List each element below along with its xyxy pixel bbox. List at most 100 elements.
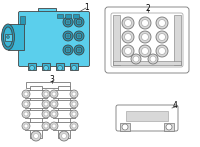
Circle shape: [72, 102, 76, 106]
Circle shape: [52, 124, 56, 128]
Circle shape: [44, 102, 48, 106]
Circle shape: [44, 112, 48, 116]
Text: 4: 4: [173, 101, 177, 111]
Circle shape: [72, 112, 76, 116]
Circle shape: [24, 112, 28, 116]
Bar: [73, 14, 79, 18]
Circle shape: [65, 19, 71, 25]
Bar: [25, 90, 47, 98]
Circle shape: [42, 122, 50, 130]
Circle shape: [31, 131, 41, 141]
Circle shape: [76, 19, 82, 25]
Bar: [25, 100, 47, 108]
Circle shape: [166, 124, 172, 130]
Circle shape: [65, 47, 71, 53]
FancyBboxPatch shape: [105, 7, 189, 73]
Bar: [30, 86, 42, 138]
Circle shape: [34, 133, 38, 138]
Circle shape: [70, 90, 78, 98]
Circle shape: [78, 49, 80, 51]
Bar: [28, 63, 36, 70]
Circle shape: [52, 112, 56, 116]
Bar: [57, 14, 63, 18]
Circle shape: [78, 21, 80, 23]
Circle shape: [78, 35, 80, 37]
Bar: [174, 15, 181, 65]
Circle shape: [62, 133, 66, 138]
Circle shape: [158, 47, 166, 55]
Circle shape: [139, 31, 151, 43]
Bar: [53, 100, 75, 108]
FancyBboxPatch shape: [18, 11, 90, 66]
Circle shape: [131, 54, 141, 64]
Circle shape: [50, 110, 58, 118]
Circle shape: [122, 45, 134, 57]
Circle shape: [50, 90, 58, 98]
Bar: [58, 86, 70, 138]
Circle shape: [63, 45, 73, 55]
Text: 2: 2: [146, 4, 150, 12]
Circle shape: [63, 17, 73, 27]
Circle shape: [74, 31, 84, 41]
Bar: [164, 123, 174, 131]
Bar: [26, 82, 70, 88]
Bar: [4, 34, 12, 41]
Bar: [53, 122, 75, 130]
Circle shape: [142, 20, 148, 26]
Circle shape: [133, 56, 139, 62]
FancyBboxPatch shape: [111, 13, 183, 67]
Circle shape: [72, 66, 76, 71]
Circle shape: [148, 54, 158, 64]
Bar: [38, 8, 56, 13]
Circle shape: [139, 45, 151, 57]
Circle shape: [42, 110, 50, 118]
Circle shape: [150, 56, 156, 62]
Circle shape: [70, 122, 78, 130]
Bar: [53, 90, 75, 98]
Circle shape: [22, 90, 30, 98]
Circle shape: [67, 49, 69, 51]
Bar: [53, 110, 75, 118]
Circle shape: [124, 34, 132, 41]
Text: 3: 3: [50, 75, 54, 83]
Circle shape: [122, 124, 128, 130]
Circle shape: [59, 131, 69, 141]
Circle shape: [67, 21, 69, 23]
Circle shape: [42, 90, 50, 98]
Circle shape: [72, 124, 76, 128]
Circle shape: [52, 102, 56, 106]
Circle shape: [50, 100, 58, 108]
Circle shape: [63, 31, 73, 41]
Circle shape: [158, 34, 166, 41]
Circle shape: [24, 92, 28, 96]
Circle shape: [30, 66, 35, 71]
Circle shape: [22, 100, 30, 108]
Circle shape: [24, 102, 28, 106]
Circle shape: [122, 17, 134, 29]
Circle shape: [76, 33, 82, 39]
Circle shape: [52, 92, 56, 96]
Circle shape: [139, 17, 151, 29]
Bar: [120, 123, 130, 131]
Circle shape: [50, 122, 58, 130]
Circle shape: [67, 35, 69, 37]
Bar: [70, 63, 78, 70]
Circle shape: [74, 45, 84, 55]
Circle shape: [72, 92, 76, 96]
Circle shape: [124, 47, 132, 55]
Bar: [113, 61, 181, 65]
Bar: [25, 110, 47, 118]
Circle shape: [70, 100, 78, 108]
Circle shape: [65, 33, 71, 39]
Circle shape: [58, 66, 62, 71]
FancyBboxPatch shape: [116, 105, 178, 131]
Bar: [65, 14, 71, 18]
Circle shape: [74, 17, 84, 27]
Circle shape: [22, 110, 30, 118]
Circle shape: [42, 100, 50, 108]
Circle shape: [156, 31, 168, 43]
Polygon shape: [8, 24, 24, 50]
Bar: [126, 111, 168, 121]
Circle shape: [44, 124, 48, 128]
Circle shape: [24, 124, 28, 128]
